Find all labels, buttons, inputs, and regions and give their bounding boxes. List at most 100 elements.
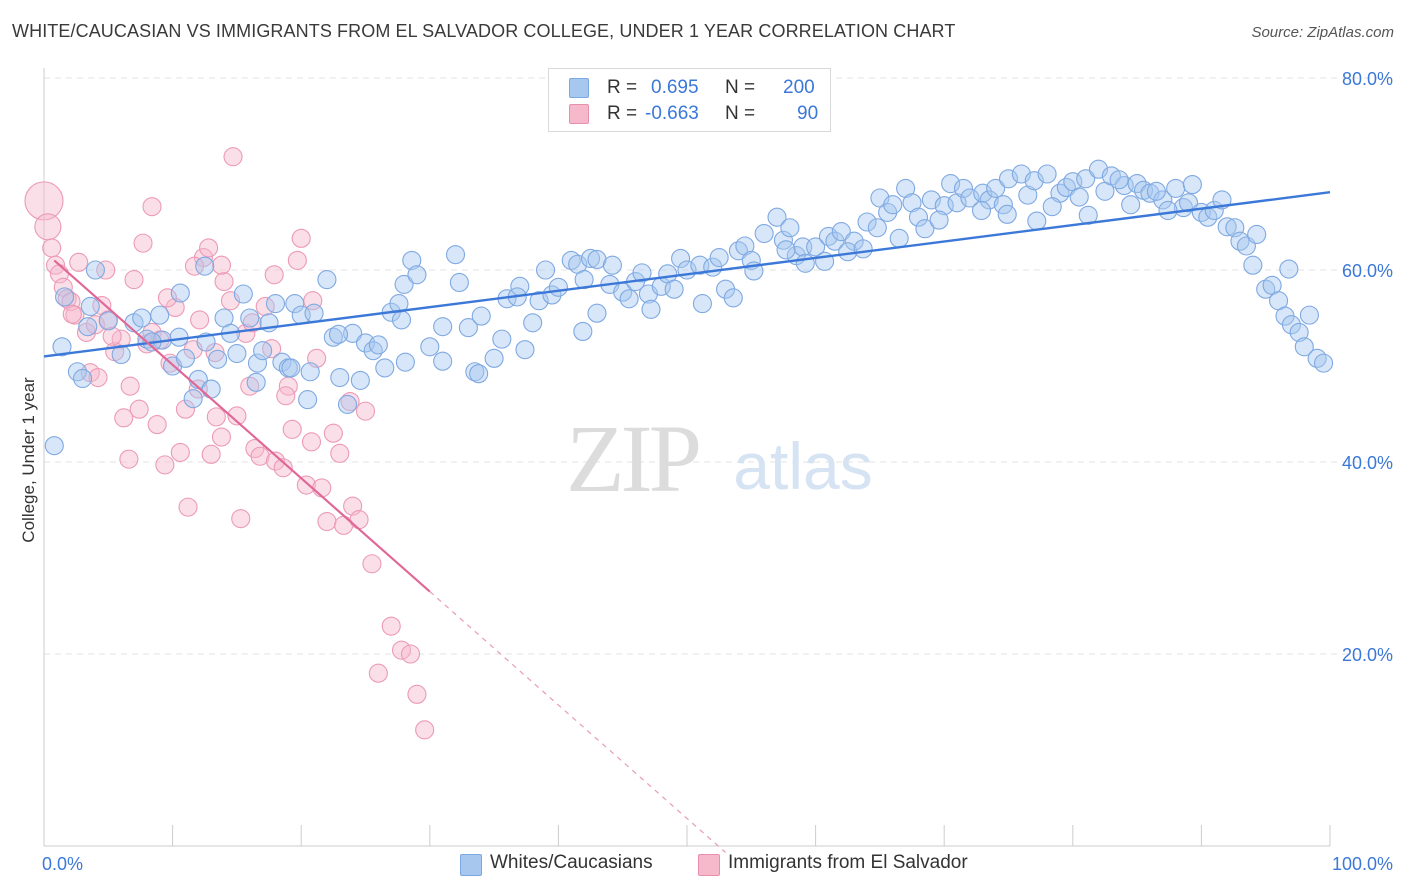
scatter-point-whites xyxy=(806,237,826,257)
scatter-point-whites xyxy=(1069,187,1089,207)
scatter-point-whites xyxy=(1042,197,1062,217)
scatter-point-whites xyxy=(908,207,929,227)
scatter-point-immigrants xyxy=(120,376,140,396)
scatter-point-whites xyxy=(484,348,504,368)
scatter-point-immigrants xyxy=(199,238,219,258)
scatter-point-whites xyxy=(853,239,873,259)
scatter-point-immigrants xyxy=(265,451,286,471)
scatter-point-whites xyxy=(80,296,100,317)
scatter-point-whites xyxy=(1182,175,1202,195)
grid-lines xyxy=(44,77,1392,655)
scatter-point-whites xyxy=(1037,164,1057,184)
scatter-point-immigrants xyxy=(264,265,284,285)
scatter-point-whites xyxy=(1281,315,1301,335)
scatter-point-whites xyxy=(492,329,512,349)
scatter-point-whites xyxy=(838,242,858,262)
scatter-point-whites xyxy=(1289,322,1309,342)
scatter-point-whites xyxy=(247,353,268,373)
scatter-point-whites xyxy=(343,323,363,343)
scatter-point-whites xyxy=(997,204,1017,224)
scatter-point-whites xyxy=(55,287,75,307)
scatter-point-whites xyxy=(971,200,992,221)
scatter-point-immigrants xyxy=(276,386,296,406)
scatter-point-whites xyxy=(1109,170,1129,190)
trendline-immigrants-extension xyxy=(429,591,726,853)
scatter-point-whites xyxy=(433,351,453,371)
scatter-point-whites xyxy=(227,343,247,364)
scatter-point-immigrants xyxy=(102,326,122,346)
scatter-point-whites xyxy=(523,313,543,333)
scatter-point-whites xyxy=(723,288,743,308)
tick-labels: 20.0% 40.0% 60.0% 80.0% 0.0% 100.0% xyxy=(42,69,1393,874)
scatter-point-whites xyxy=(85,260,105,280)
y-tick-label: 80.0% xyxy=(1342,69,1393,89)
scatter-point-whites xyxy=(298,390,318,410)
scatter-point-whites xyxy=(1146,181,1166,201)
scatter-point-whites xyxy=(735,236,755,256)
scatter-point-whites xyxy=(98,311,118,331)
scatter-point-immigrants xyxy=(211,427,232,447)
scatter-point-immigrants xyxy=(227,406,247,426)
scatter-point-whites xyxy=(1018,185,1038,205)
scatter-point-immigrants xyxy=(165,297,185,317)
x-tick-label: 100.0% xyxy=(1332,854,1393,874)
scatter-point-immigrants xyxy=(368,663,388,683)
scatter-point-whites xyxy=(233,284,253,304)
scatter-point-whites xyxy=(78,317,98,337)
trendline-whites xyxy=(43,191,1331,358)
scatter-point-immigrants xyxy=(362,554,382,574)
scatter-point-immigrants xyxy=(400,644,421,664)
scatter-point-whites xyxy=(1158,200,1178,221)
scatter-point-whites xyxy=(857,212,877,232)
scatter-point-whites xyxy=(281,358,301,378)
scatter-point-whites xyxy=(253,341,273,361)
scatter-point-whites xyxy=(889,228,909,248)
scatter-point-whites xyxy=(363,341,383,361)
scatter-point-immigrants xyxy=(157,288,178,308)
scatter-point-immigrants xyxy=(223,147,243,167)
scatter-point-whites xyxy=(328,324,349,344)
scatter-point-whites xyxy=(619,289,639,309)
scatter-point-whites xyxy=(587,303,607,323)
scatter-point-immigrants xyxy=(282,419,302,439)
scatter-point-immigrants xyxy=(62,304,82,324)
scatter-point-whites xyxy=(337,394,358,414)
scatter-point-whites xyxy=(883,195,903,215)
scatter-point-whites xyxy=(395,352,415,372)
scatter-point-whites xyxy=(573,321,593,341)
scatter-point-whites xyxy=(1076,169,1096,189)
scatter-point-whites xyxy=(692,294,712,314)
scatter-point-immigrants xyxy=(340,391,360,412)
scatter-point-whites xyxy=(183,389,203,409)
legend-n-value: 90 xyxy=(797,103,819,124)
scatter-point-whites xyxy=(960,188,980,208)
scatter-point-whites xyxy=(195,256,215,276)
y-tick-label: 20.0% xyxy=(1342,645,1393,665)
scatter-point-immigrants xyxy=(355,401,376,421)
scatter-point-immigrants xyxy=(88,367,108,388)
scatter-point-whites xyxy=(795,253,815,273)
scatter-point-immigrants xyxy=(119,449,139,469)
scatter-point-whites xyxy=(529,291,549,311)
scatter-point-immigrants xyxy=(175,399,196,419)
scatter-point-whites xyxy=(1166,178,1186,198)
scatter-point-immigrants xyxy=(69,252,89,272)
scatter-point-whites xyxy=(1299,305,1319,325)
stats-legend: R = 0.695 N = 200 R = -0.663 N = 90 xyxy=(548,68,831,132)
scatter-point-immigrants xyxy=(349,510,369,530)
scatter-point-immigrants xyxy=(133,233,153,253)
scatter-point-whites xyxy=(671,248,691,269)
scatter-point-whites xyxy=(375,358,395,378)
scatter-point-whites xyxy=(304,303,324,323)
legend-r-value: -0.663 xyxy=(645,103,699,124)
scatter-point-immigrants xyxy=(96,260,116,280)
scatter-point-immigrants xyxy=(330,443,350,463)
scatter-point-whites xyxy=(535,260,556,280)
legend-n-value: 200 xyxy=(783,77,815,98)
scatter-point-whites xyxy=(394,274,414,294)
legend-n-label: N = xyxy=(725,103,756,124)
scatter-point-immigrants xyxy=(155,455,175,475)
series-whites-points xyxy=(44,159,1334,456)
scatter-point-immigrants xyxy=(178,497,198,517)
